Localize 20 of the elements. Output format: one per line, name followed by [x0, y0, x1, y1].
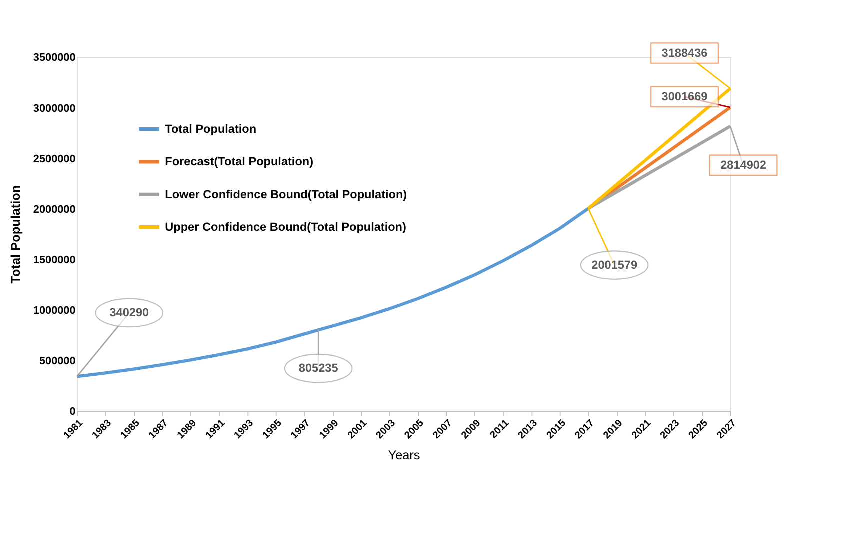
y-tick-label: 3500000: [33, 52, 76, 64]
y-axis-title: Total Population: [8, 185, 23, 284]
annotation: 3188436: [662, 46, 708, 60]
legend-label: Forecast(Total Population): [165, 156, 314, 169]
x-axis-title: Years: [388, 448, 420, 463]
y-tick-label: 0: [70, 406, 76, 418]
legend-label: Total Population: [165, 122, 257, 136]
annotation: 340290: [110, 306, 150, 320]
y-tick-label: 500000: [39, 356, 76, 368]
y-tick-label: 3000000: [33, 102, 76, 115]
annotation: 2814902: [720, 158, 767, 172]
annotation: 3001669: [662, 90, 708, 104]
y-tick-label: 1500000: [33, 254, 76, 266]
legend-label: Lower Confidence Bound(Total Population): [165, 188, 408, 202]
annotation: 805235: [298, 362, 339, 376]
y-tick-label: 2000000: [33, 204, 76, 216]
y-tick-label: 2500000: [33, 153, 76, 166]
y-tick-label: 1000000: [33, 305, 76, 318]
legend-label: Upper Confidence Bound(Total Population): [165, 220, 406, 234]
annotation: 2001579: [592, 258, 638, 272]
